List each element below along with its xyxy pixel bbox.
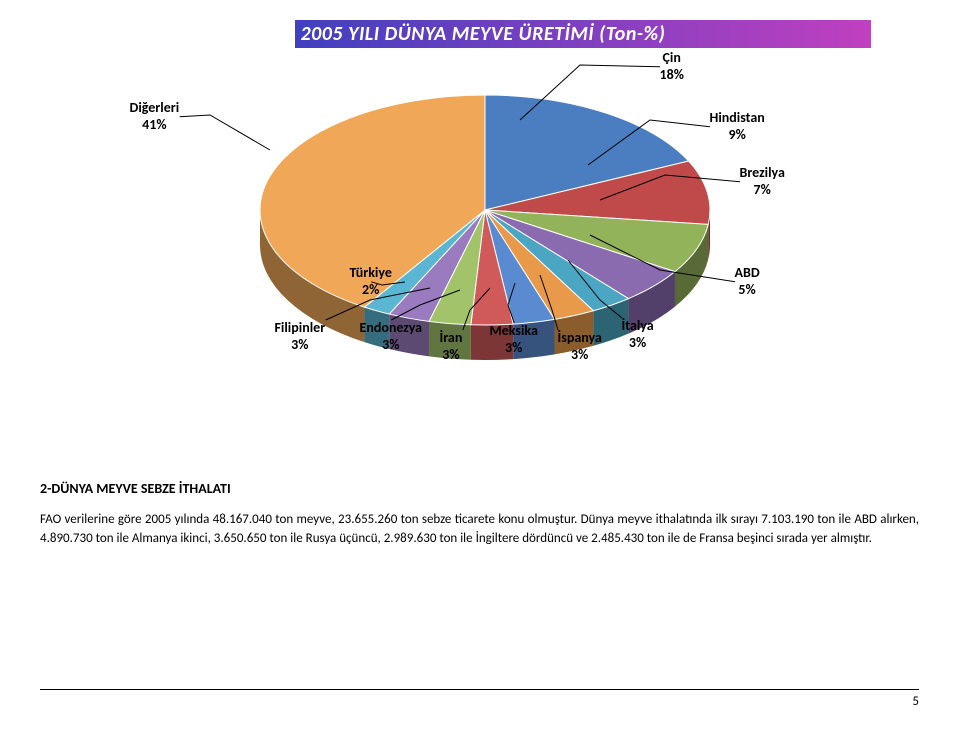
slice-label: Çin18%	[660, 50, 684, 84]
slice-label: Türkiye2%	[350, 265, 392, 299]
slice-label: Filipinler3%	[275, 320, 326, 354]
slice-label: Endonezya3%	[360, 320, 423, 354]
slice-label: İran3%	[440, 330, 463, 364]
slice-label: İspanya3%	[558, 330, 602, 364]
slice-label: İtalya3%	[622, 318, 654, 352]
slice-label: Hindistan9%	[710, 110, 765, 144]
slice-label: Meksika3%	[490, 323, 538, 357]
section-paragraph: FAO verilerine göre 2005 yılında 48.167.…	[40, 511, 919, 549]
slice-label: Diğerleri41%	[130, 100, 180, 134]
slice-label: Brezilya7%	[740, 165, 785, 199]
pie-chart-container: 2005 YILI DÜNYA MEYVE ÜRETİMİ (Ton-%) Çi…	[120, 20, 840, 450]
section-heading: 2-DÜNYA MEYVE SEBZE İTHALATI	[40, 480, 919, 497]
body-text: 2-DÜNYA MEYVE SEBZE İTHALATI FAO veriler…	[40, 480, 919, 549]
page-footer: 5	[40, 689, 919, 709]
slice-label: ABD5%	[735, 265, 760, 299]
page-number: 5	[912, 694, 919, 709]
chart-title: 2005 YILI DÜNYA MEYVE ÜRETİMİ (Ton-%)	[295, 20, 871, 48]
